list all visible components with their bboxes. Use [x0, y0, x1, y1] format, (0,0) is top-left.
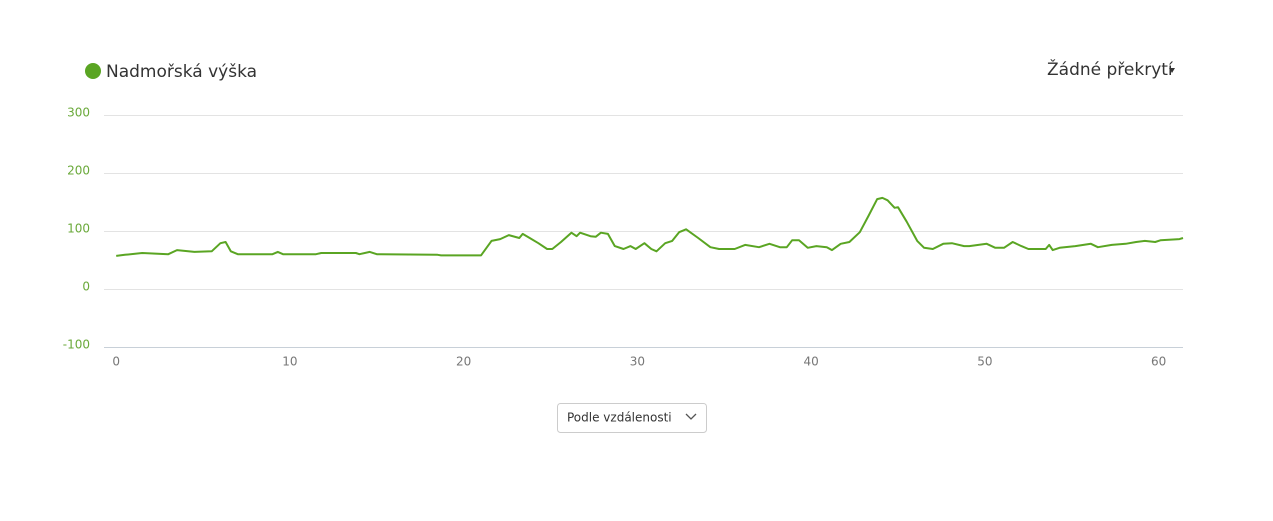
elevation-line [116, 196, 1184, 257]
x-tick-label: 0 [112, 355, 120, 369]
overlay-menu[interactable]: Žádné překrytí [1047, 58, 1174, 80]
y-tick-label: -100 [63, 338, 90, 352]
x-tick-label: 40 [804, 355, 819, 369]
y-tick-label: 0 [82, 280, 90, 294]
select-chevron [685, 413, 697, 420]
x-tick-label: 30 [630, 355, 645, 369]
y-tick-label: 200 [67, 164, 90, 178]
x-tick-label: 50 [977, 355, 992, 369]
x-tick-label: 20 [456, 355, 471, 369]
sort-select[interactable] [557, 403, 707, 433]
legend-marker [85, 63, 101, 79]
x-tick-label: 60 [1151, 355, 1166, 369]
menu-caret [1169, 68, 1175, 73]
y-tick-label: 300 [67, 106, 90, 120]
y-tick-label: 100 [67, 222, 90, 236]
legend-label: Nadmořská výška [106, 62, 257, 82]
x-tick-label: 10 [282, 355, 297, 369]
sort-select-label[interactable]: Podle vzdálenosti [567, 411, 672, 425]
